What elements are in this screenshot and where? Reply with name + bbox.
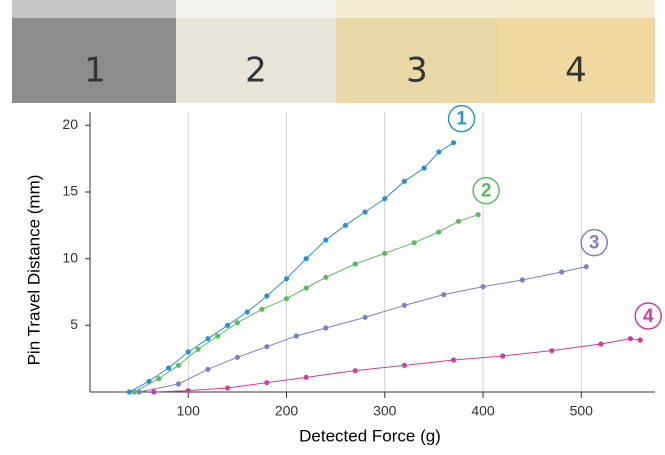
data-point [520,277,525,282]
data-point [264,344,269,349]
photo-label: 3 [406,51,428,91]
data-point [363,209,368,214]
data-point [127,389,132,394]
data-point [382,251,387,256]
data-point [137,389,142,394]
y-tick-label: 5 [70,316,78,332]
data-point [264,293,269,298]
data-point [500,353,505,358]
data-point [353,261,358,266]
data-point [215,333,220,338]
data-point [284,276,289,281]
y-tick-label: 20 [62,116,78,132]
data-point [584,264,589,269]
data-point [421,165,426,170]
data-point [323,275,328,280]
data-point [205,336,210,341]
data-point [323,237,328,242]
data-point [259,307,264,312]
data-point [166,365,171,370]
data-point [549,348,554,353]
data-point [195,347,200,352]
data-point [225,385,230,390]
data-point [235,355,240,360]
data-point [186,349,191,354]
data-point [304,285,309,290]
series-line [134,215,478,392]
photo-label: 4 [565,51,587,91]
data-point [245,309,250,314]
chart: Pin Travel Distance (mm) Detected Force … [0,0,665,450]
data-point [284,296,289,301]
data-point [235,320,240,325]
legend-label: 2 [481,181,492,202]
data-point [436,229,441,234]
data-point [628,336,633,341]
series-line [154,339,640,392]
data-point [436,149,441,154]
series-line [139,267,586,392]
data-point [353,368,358,373]
legend-label: 4 [643,306,654,327]
data-point [382,196,387,201]
y-axis-label: Pin Travel Distance (mm) [24,175,43,366]
x-tick-label: 300 [373,403,397,419]
data-point [598,341,603,346]
data-point [451,140,456,145]
data-point [559,269,564,274]
data-point [151,389,156,394]
data-point [304,375,309,380]
data-point [363,315,368,320]
data-point [441,292,446,297]
data-point [412,240,417,245]
x-tick-label: 200 [275,403,299,419]
data-point [176,381,181,386]
data-point [638,337,643,342]
legend-label: 1 [456,109,467,130]
x-axis-label: Detected Force (g) [299,426,441,445]
y-tick-label: 10 [62,249,78,265]
data-point [480,284,485,289]
data-point [451,357,456,362]
data-point [294,333,299,338]
x-tick-label: 500 [570,403,594,419]
photo-label: 1 [84,51,106,91]
data-point [132,389,137,394]
page: Pin Travel Distance (mm) Detected Force … [0,0,665,455]
photo-background [12,0,655,18]
data-point [323,325,328,330]
data-point [304,256,309,261]
data-point [343,223,348,228]
data-point [402,363,407,368]
data-point [225,323,230,328]
photos [12,0,655,103]
x-tick-label: 100 [177,403,201,419]
legend-label: 3 [589,233,600,254]
data-point [402,303,407,308]
data-point [456,219,461,224]
data-point [402,179,407,184]
y-tick-label: 15 [62,183,78,199]
data-point [186,388,191,393]
data-point [264,380,269,385]
data-point [176,363,181,368]
data-point [156,376,161,381]
data-point [205,367,210,372]
x-tick-label: 400 [471,403,495,419]
photo-label: 2 [245,51,267,91]
data-point [476,212,481,217]
